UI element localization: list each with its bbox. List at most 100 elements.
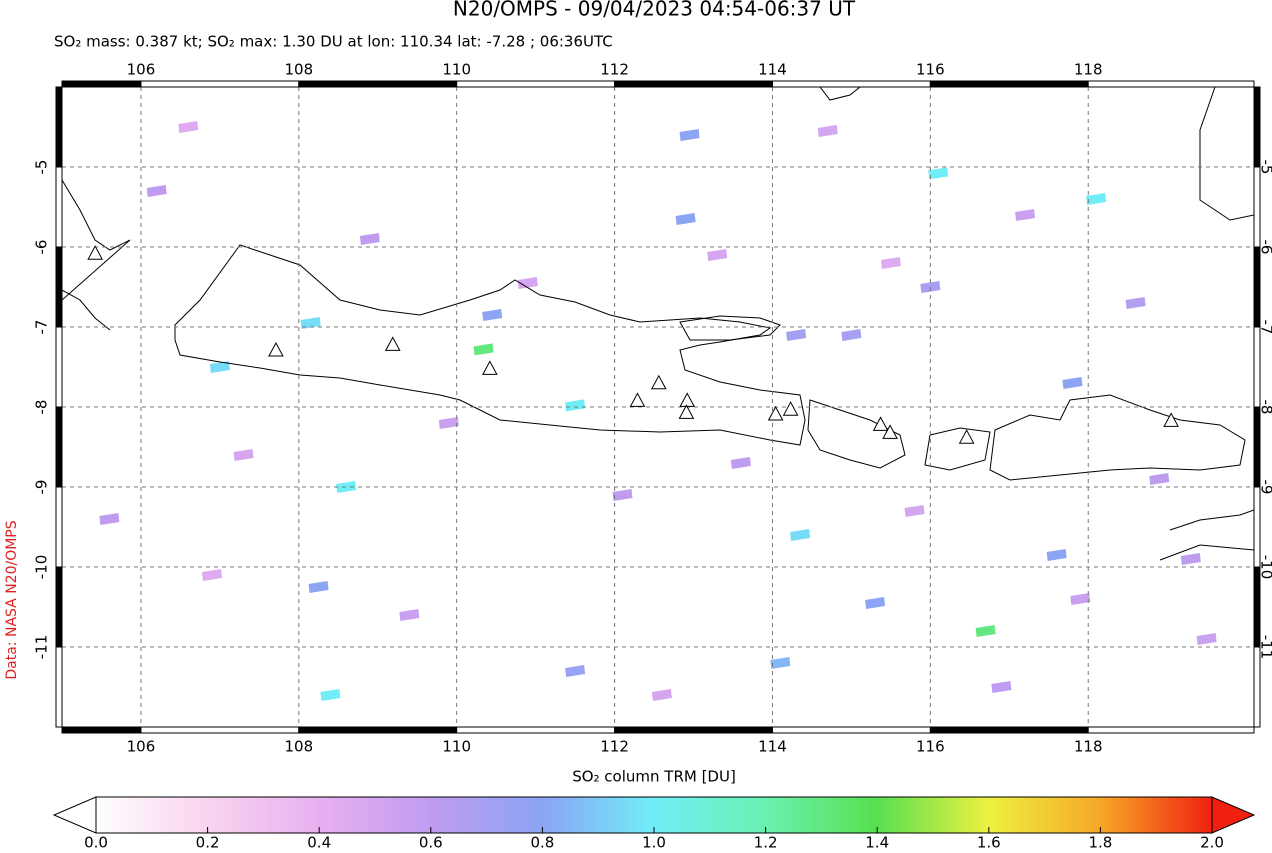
- colorbar-high-arrow: [1211, 796, 1256, 834]
- so2-pixel: [1015, 209, 1036, 221]
- frame-bar: [55, 486, 63, 568]
- so2-pixel: [565, 665, 586, 677]
- frame-bar: [61, 726, 142, 734]
- frame-bar: [929, 80, 1089, 88]
- volcano-marker: [782, 401, 799, 416]
- so2-pixel: [770, 657, 791, 669]
- so2-pixel: [209, 361, 230, 373]
- colorbar-tick-label: 0.0: [84, 834, 108, 852]
- so2-pixel: [99, 513, 120, 525]
- frame-bar: [1253, 166, 1261, 248]
- colorbar-tick-label: 1.6: [977, 834, 1001, 852]
- volcano-marker: [958, 429, 975, 444]
- frame-bar: [140, 80, 300, 88]
- so2-pixel: [651, 689, 672, 701]
- so2-pixel: [841, 329, 862, 341]
- colorbar-tick-label: 1.0: [642, 834, 666, 852]
- x-tick-label-top: 106: [127, 61, 156, 79]
- frame-bar: [929, 726, 1089, 734]
- so2-pixel: [904, 505, 925, 517]
- frame-bar: [61, 80, 142, 88]
- so2-pixel: [146, 185, 167, 197]
- x-tick-label-top: 112: [600, 61, 629, 79]
- so2-pixel: [359, 233, 380, 245]
- frame-bar: [456, 80, 616, 88]
- volcano-marker: [650, 374, 667, 390]
- x-tick-label-bottom: 110: [442, 738, 471, 756]
- colorbar-tick-label: 1.2: [754, 834, 778, 852]
- colorbar-tick-label: 2.0: [1200, 834, 1224, 852]
- volcano-marker: [1163, 412, 1179, 427]
- y-tick-label-right: -7: [1258, 320, 1272, 335]
- y-tick-label-right: -8: [1258, 400, 1272, 415]
- so2-pixel: [1196, 633, 1217, 645]
- frame-bar: [1253, 406, 1261, 488]
- so2-pixel: [320, 689, 341, 701]
- coast-madura: [679, 315, 781, 341]
- so2-pixel: [336, 481, 357, 493]
- colorbar-tick-label: 0.6: [419, 834, 443, 852]
- so2-pixel: [1070, 593, 1091, 605]
- x-tick-label-bottom: 116: [916, 738, 945, 756]
- y-tick-label-left: -10: [33, 555, 51, 580]
- y-tick-label-right: -11: [1258, 635, 1272, 660]
- colorbar-tick-label: 1.8: [1088, 834, 1112, 852]
- volcano-marker: [482, 360, 498, 375]
- frame-bar: [1253, 646, 1261, 728]
- colorbar-tick-label: 1.4: [865, 834, 889, 852]
- colorbar-tick-label: 0.2: [196, 834, 220, 852]
- coast-borneo: [819, 87, 1254, 561]
- so2-pixel: [865, 597, 886, 609]
- so2-pixel: [679, 129, 700, 141]
- volcano-marker: [384, 336, 401, 351]
- volcano-marker: [882, 424, 898, 439]
- x-tick-label-bottom: 112: [600, 738, 629, 756]
- coast-bali: [807, 399, 906, 469]
- frame-bars: [55, 80, 1261, 734]
- so2-pixel: [201, 569, 222, 581]
- y-tick-label-right: -5: [1258, 160, 1272, 175]
- frame-bar: [1253, 246, 1261, 328]
- frame-bar: [298, 726, 458, 734]
- y-tick-label-left: -5: [33, 160, 51, 175]
- y-tick-label-right: -10: [1258, 555, 1272, 580]
- so2-pixel: [975, 625, 996, 637]
- frame-bar: [140, 726, 300, 734]
- so2-pixel: [1149, 473, 1170, 485]
- y-tick-label-left: -7: [33, 320, 51, 335]
- so2-pixel: [1062, 377, 1083, 389]
- x-tick-label-top: 118: [1074, 61, 1103, 79]
- frame-bar: [55, 86, 63, 168]
- so2-pixel: [707, 249, 728, 261]
- so2-pixel: [675, 213, 696, 225]
- frame-bar: [55, 246, 63, 328]
- colorbar-tick-label: 0.4: [307, 834, 331, 852]
- frame-bar: [55, 646, 63, 728]
- x-tick-label-top: 110: [442, 61, 471, 79]
- volcano-marker: [872, 416, 889, 431]
- title: N20/OMPS - 09/04/2023 04:54-06:37 UT: [453, 0, 856, 21]
- so2-pixel: [399, 609, 420, 621]
- frame-bar: [55, 566, 63, 648]
- credit: Data: NASA N20/OMPS: [4, 520, 20, 679]
- colorbar-low-arrow: [52, 796, 97, 834]
- volcano-marker: [767, 405, 784, 421]
- so2-pixel: [880, 257, 901, 269]
- frame-bar: [1087, 726, 1255, 734]
- frame-bar: [55, 326, 63, 408]
- so2-pixel: [473, 343, 494, 356]
- x-tick-label-bottom: 106: [127, 738, 156, 756]
- so2-pixel: [438, 417, 459, 429]
- volcano-marker: [268, 341, 284, 357]
- coastlines: [62, 87, 1254, 561]
- frame-bar: [55, 166, 63, 248]
- volcano-marker: [87, 245, 103, 260]
- so2-pixel: [817, 125, 838, 137]
- so2-pixel: [1086, 193, 1107, 205]
- frame-bar: [298, 80, 458, 88]
- x-tick-label-bottom: 114: [758, 738, 787, 756]
- volcano-layer: [87, 245, 1179, 444]
- frame-bar: [614, 80, 773, 88]
- frame-bar: [1253, 326, 1261, 408]
- so2-pixel: [565, 399, 586, 412]
